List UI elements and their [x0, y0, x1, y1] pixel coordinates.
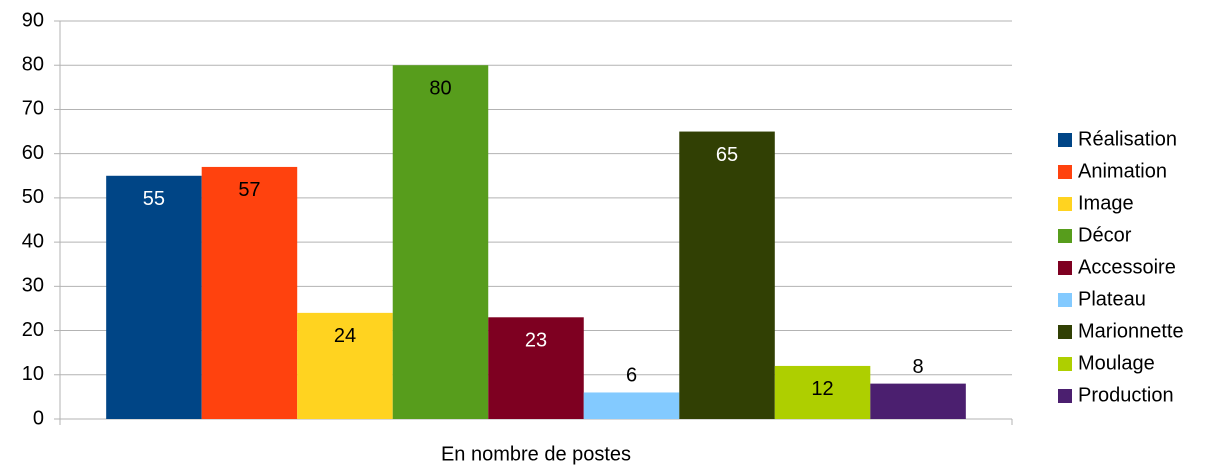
- legend-swatch: [1058, 389, 1072, 403]
- legend-swatch: [1058, 133, 1072, 147]
- y-tick-label: 40: [22, 230, 44, 252]
- y-tick-label: 80: [22, 54, 44, 76]
- data-label: 55: [143, 188, 165, 210]
- legend-swatch: [1058, 293, 1072, 307]
- legend-label: Marionnette: [1078, 320, 1184, 342]
- bar: [679, 131, 775, 420]
- y-tick-label: 70: [22, 98, 44, 120]
- bar: [201, 166, 298, 419]
- legend-swatch: [1058, 357, 1072, 371]
- bar: [870, 383, 966, 419]
- bar: [583, 392, 680, 419]
- legend-label: Animation: [1078, 160, 1167, 182]
- legend-swatch: [1058, 229, 1072, 243]
- legend-label: Accessoire: [1078, 256, 1176, 278]
- y-tick-label: 10: [22, 363, 44, 385]
- y-tick-label: 60: [22, 142, 44, 164]
- data-label: 57: [238, 179, 260, 201]
- y-tick-label: 90: [22, 9, 44, 31]
- legend-label: Décor: [1078, 224, 1132, 246]
- data-label: 6: [626, 365, 637, 387]
- legend-label: Plateau: [1078, 288, 1146, 310]
- x-tick-label: En nombre de postes: [441, 443, 631, 465]
- data-label: 12: [811, 378, 833, 400]
- legend-swatch: [1058, 197, 1072, 211]
- bar: [774, 365, 871, 419]
- legend-label: Réalisation: [1078, 128, 1177, 150]
- data-label: 24: [334, 325, 356, 347]
- bar: [297, 312, 393, 419]
- bar: [392, 65, 489, 419]
- y-tick-label: 30: [22, 275, 44, 297]
- bar: [488, 317, 584, 419]
- data-label: 23: [525, 330, 547, 352]
- legend-swatch: [1058, 325, 1072, 339]
- y-tick-label: 50: [22, 186, 44, 208]
- bar: [106, 175, 202, 419]
- data-label: 65: [716, 144, 738, 166]
- y-tick-label: 20: [22, 319, 44, 341]
- legend-swatch: [1058, 261, 1072, 275]
- data-label: 8: [913, 356, 924, 378]
- legend-label: Image: [1078, 192, 1134, 214]
- legend-label: Moulage: [1078, 352, 1155, 374]
- data-label: 80: [429, 78, 451, 100]
- legend-swatch: [1058, 165, 1072, 179]
- y-tick-label: 0: [33, 407, 44, 429]
- legend-label: Production: [1078, 384, 1174, 406]
